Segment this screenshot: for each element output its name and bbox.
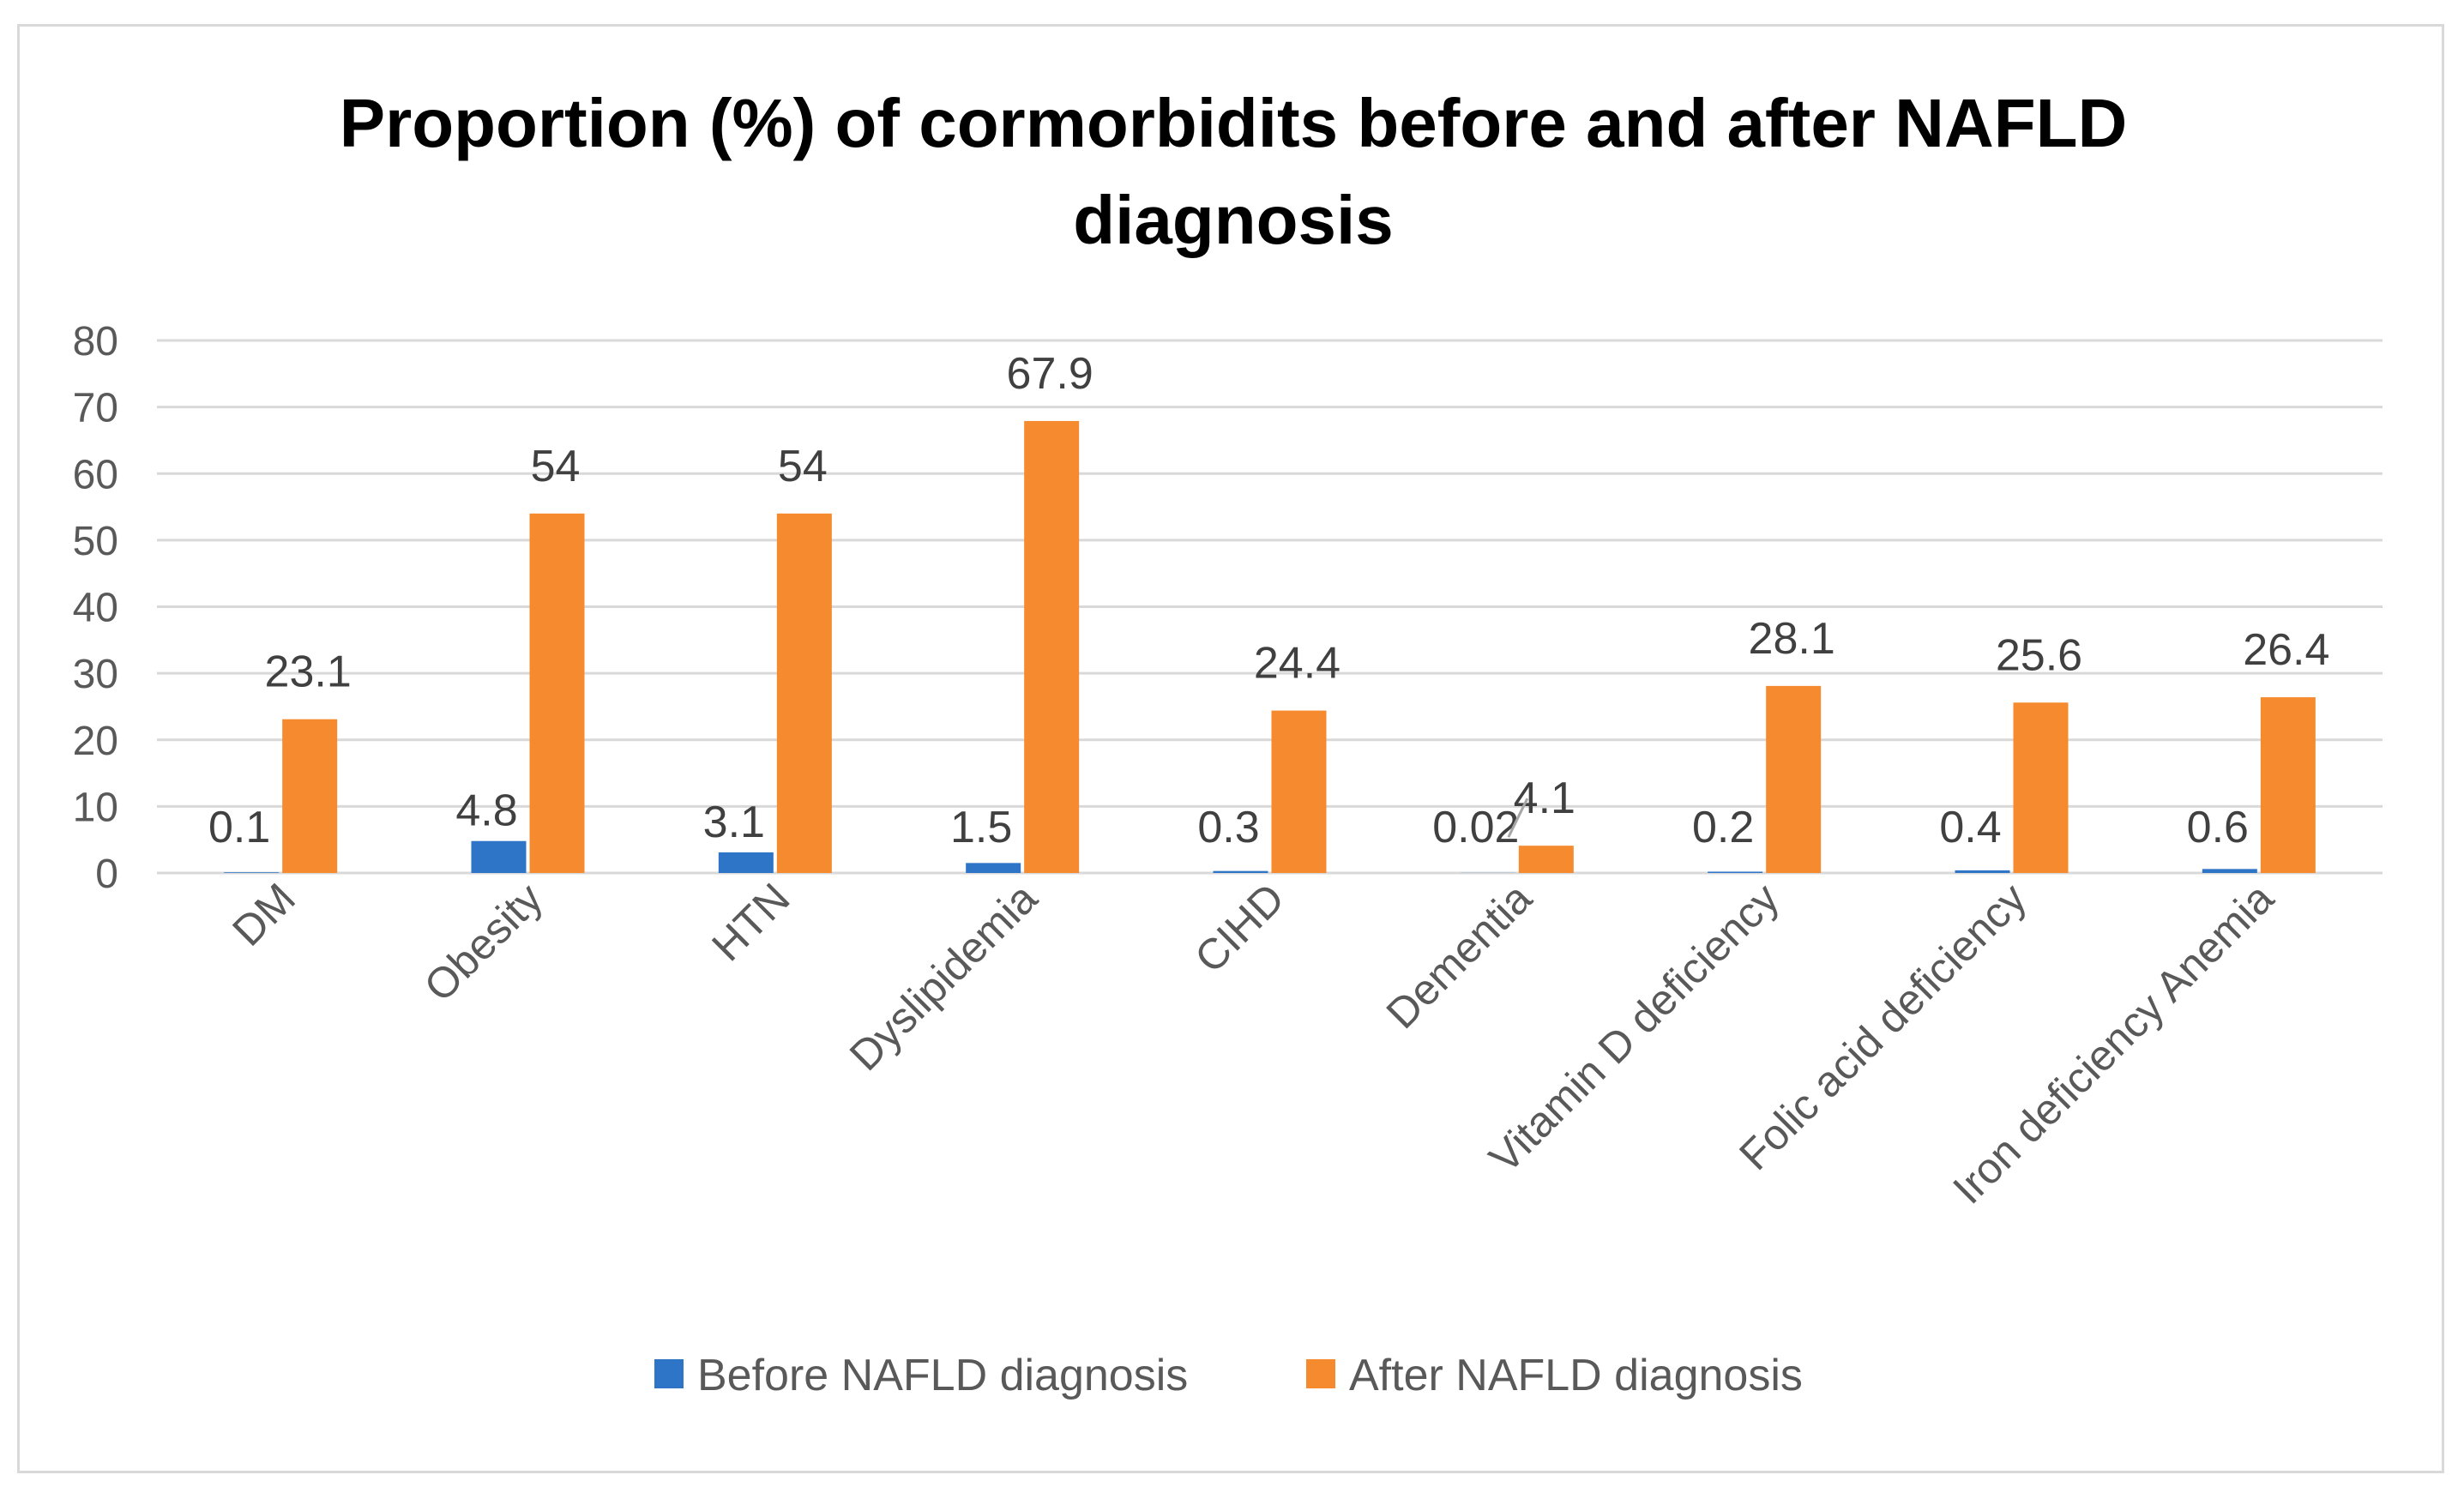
data-labels: 0.1 23.1 4.8 54 3.1 54 1.5 67.9 0.3 24.4 0.024.1 0.… (208, 349, 2329, 852)
y-axis-ticks: 0 10 20 30 40 50 60 70 80 (73, 319, 118, 897)
bar-after-nafld-diagnosis-vitamin-d-deficiency (1766, 685, 1822, 873)
bar-before-nafld-diagnosis-obesity (471, 840, 527, 873)
bar-after-nafld-diagnosis-folic-acid-deficiency (2013, 702, 2069, 873)
bar-before-nafld-diagnosis-vitamin-d-deficiency (1708, 871, 1763, 873)
legend-swatch-after-nafld-diagnosis (1306, 1359, 1335, 1388)
bar-after-nafld-diagnosis-obesity (529, 513, 585, 873)
gridlines (157, 339, 2383, 875)
chart-title: Proportion (%) of cormorbidits before an… (340, 85, 2127, 258)
legend: Before NAFLD diagnosis After NAFLD diagno… (654, 1351, 1803, 1400)
legend-label-after-nafld-diagnosis: After NAFLD diagnosis (1349, 1351, 1803, 1400)
data-label-after-nafld-diagnosis-vitamin-d-deficiency: 28.1 (1749, 614, 1835, 664)
bar-before-nafld-diagnosis-folic-acid-deficiency (1955, 870, 2010, 873)
chart-svg: Proportion (%) of cormorbidits before an… (73, 85, 2383, 1400)
bars (224, 420, 2316, 873)
data-label-before-nafld-diagnosis-dementia: 0.02 (1432, 803, 1519, 852)
category-label-obesity: Obesity (415, 874, 551, 1010)
y-tick-label: 20 (73, 719, 118, 764)
data-label-after-nafld-diagnosis-dementia: 4.1 (1514, 774, 1575, 823)
y-tick-label: 0 (95, 852, 118, 897)
bar-before-nafld-diagnosis-dm (224, 872, 280, 873)
chart-title-line-2: diagnosis (1073, 182, 1393, 258)
bar-after-nafld-diagnosis-dyslipidemia (1024, 420, 1080, 873)
y-tick-label: 80 (73, 319, 118, 364)
bar-before-nafld-diagnosis-dyslipidemia (966, 863, 1021, 873)
data-label-before-nafld-diagnosis-cihd: 0.3 (1197, 803, 1259, 852)
bar-after-nafld-diagnosis-htn (776, 513, 832, 873)
data-label-after-nafld-diagnosis-iron-deficiency-anemia: 26.4 (2243, 625, 2329, 675)
y-tick-label: 60 (73, 452, 118, 497)
y-tick-label: 30 (73, 652, 118, 697)
data-label-after-nafld-diagnosis-htn: 54 (778, 442, 828, 491)
data-label-before-nafld-diagnosis-htn: 3.1 (703, 798, 765, 847)
y-tick-label: 50 (73, 519, 118, 564)
y-tick-label: 40 (73, 586, 118, 631)
legend-swatch-before-nafld-diagnosis (654, 1359, 684, 1388)
category-label-cihd: CIHD (1185, 874, 1293, 982)
chart-frame: Proportion (%) of cormorbidits before an… (17, 24, 2444, 1473)
bar-before-nafld-diagnosis-cihd (1213, 870, 1268, 873)
y-tick-label: 10 (73, 785, 118, 830)
data-label-before-nafld-diagnosis-vitamin-d-deficiency: 0.2 (1692, 803, 1754, 852)
bar-before-nafld-diagnosis-htn (718, 852, 774, 873)
category-label-dm: DM (223, 874, 304, 955)
bar-before-nafld-diagnosis-iron-deficiency-anemia (2202, 869, 2257, 873)
data-label-after-nafld-diagnosis-folic-acid-deficiency: 25.6 (1996, 630, 2082, 680)
data-label-before-nafld-diagnosis-iron-deficiency-anemia: 0.6 (2187, 803, 2249, 852)
data-label-after-nafld-diagnosis-obesity: 54 (531, 442, 581, 491)
data-label-before-nafld-diagnosis-dm: 0.1 (208, 803, 270, 852)
bar-after-nafld-diagnosis-dementia (1518, 846, 1574, 873)
data-label-after-nafld-diagnosis-dm: 23.1 (265, 647, 352, 697)
data-label-before-nafld-diagnosis-dyslipidemia: 1.5 (950, 803, 1012, 852)
x-axis-categories: DM Obesity HTN Dyslipidemia CIHD DementiaVita… (223, 874, 2282, 1213)
legend-label-before-nafld-diagnosis: Before NAFLD diagnosis (697, 1351, 1188, 1400)
category-label-htn: HTN (702, 874, 798, 970)
category-label-dementia: Dementia (1377, 874, 1541, 1038)
data-label-after-nafld-diagnosis-dyslipidemia: 67.9 (1007, 349, 1093, 399)
bar-after-nafld-diagnosis-iron-deficiency-anemia (2260, 697, 2316, 873)
y-tick-label: 70 (73, 386, 118, 431)
bar-after-nafld-diagnosis-cihd (1271, 710, 1327, 873)
data-label-after-nafld-diagnosis-cihd: 24.4 (1254, 639, 1340, 689)
leader-line-dementia (1507, 798, 1529, 838)
data-label-before-nafld-diagnosis-obesity: 4.8 (455, 786, 517, 836)
bar-after-nafld-diagnosis-dm (282, 719, 338, 873)
chart-title-line-1: Proportion (%) of cormorbidits before an… (340, 85, 2127, 161)
data-label-before-nafld-diagnosis-folic-acid-deficiency: 0.4 (1939, 803, 2001, 852)
category-label-dyslipidemia: Dyslipidemia (840, 874, 1046, 1080)
